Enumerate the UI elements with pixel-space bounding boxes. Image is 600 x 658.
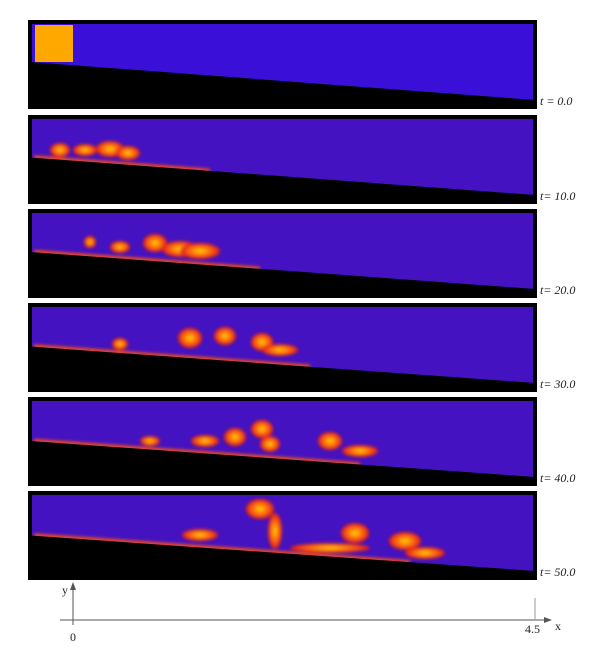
panel: t= 40.0 <box>28 397 575 486</box>
panel: t= 30.0 <box>28 303 575 392</box>
plume <box>246 499 274 519</box>
plume <box>290 543 370 553</box>
plume <box>341 523 369 543</box>
plume <box>143 234 167 252</box>
slope <box>30 441 535 484</box>
time-label: t= 50.0 <box>540 565 575 579</box>
panel: t = 0.0 <box>28 20 572 109</box>
plume <box>214 327 236 345</box>
plume <box>178 328 202 348</box>
panel: t= 20.0 <box>28 209 575 298</box>
x-start: 0 <box>70 630 76 644</box>
slope <box>30 62 535 107</box>
time-label: t= 20.0 <box>540 283 575 297</box>
panels: t = 0.0 t= 10.0 t= 20.0 t= 30.0 t= 40.0 t= 50… <box>28 20 575 580</box>
plume <box>389 532 421 550</box>
panel: t= 10.0 <box>28 115 575 204</box>
plume <box>342 445 378 457</box>
slope <box>30 157 535 202</box>
x-arrow <box>544 617 552 623</box>
plume <box>251 420 273 438</box>
panel: t= 50.0 <box>28 491 575 580</box>
time-label: t= 30.0 <box>540 377 575 391</box>
x-label: x <box>555 619 561 633</box>
slope <box>30 535 535 578</box>
plume <box>182 529 218 541</box>
plume <box>405 547 445 559</box>
y-arrow <box>70 582 76 590</box>
plume <box>318 432 342 450</box>
plume <box>262 344 298 356</box>
plume <box>260 436 280 452</box>
slope <box>30 346 535 390</box>
plume <box>224 428 246 446</box>
time-label: t= 40.0 <box>540 471 575 485</box>
plume <box>116 146 140 160</box>
plume <box>84 236 96 248</box>
axes: y x 0 4.5 <box>60 582 561 644</box>
plume <box>112 338 128 350</box>
plume <box>191 435 219 447</box>
x-end: 4.5 <box>525 622 540 636</box>
plume <box>268 513 282 549</box>
plume <box>180 243 220 259</box>
lock-fluid <box>35 25 73 62</box>
plume <box>50 143 70 157</box>
plume <box>140 436 160 446</box>
slope <box>30 252 535 296</box>
plume <box>110 241 130 253</box>
time-label: t = 0.0 <box>540 94 572 108</box>
y-label: y <box>62 583 68 597</box>
time-label: t= 10.0 <box>540 189 575 203</box>
plume <box>73 144 97 156</box>
